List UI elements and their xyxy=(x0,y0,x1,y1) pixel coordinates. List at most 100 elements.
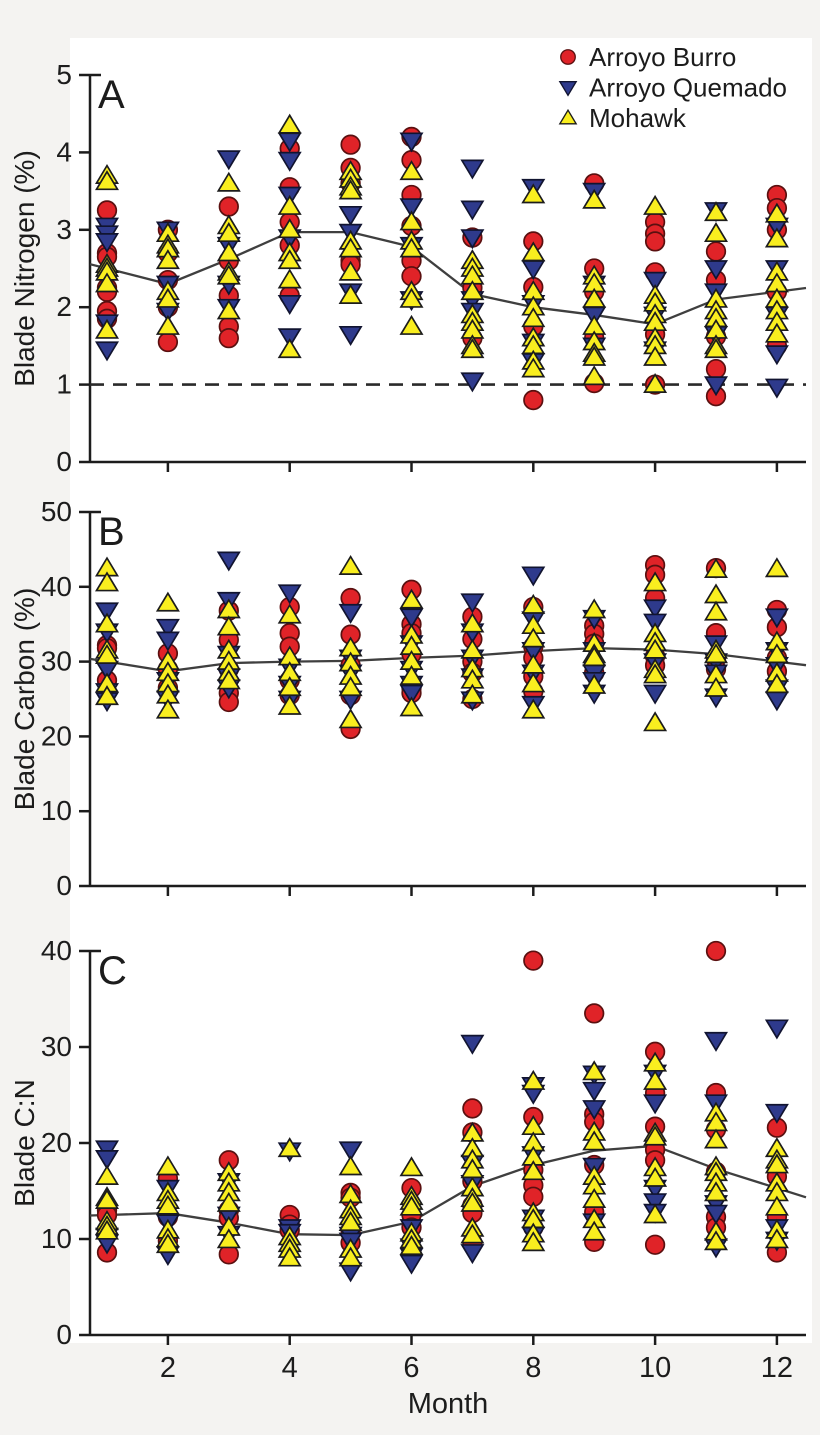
panel-a: 0 1 2 3 4 5 Blade Nitrogen (%) A xyxy=(9,59,807,477)
data-point xyxy=(643,684,668,705)
data-point xyxy=(764,1019,789,1040)
data-point xyxy=(644,231,666,252)
data-point xyxy=(764,322,789,343)
data-point xyxy=(703,1031,729,1052)
data-point xyxy=(155,249,180,270)
y-tick-label: 0 xyxy=(56,1319,72,1350)
data-point xyxy=(644,1234,666,1255)
y-axis-title: Blade Nitrogen (%) xyxy=(9,150,40,387)
data-point xyxy=(277,194,302,215)
data-point xyxy=(399,237,424,258)
data-point xyxy=(705,940,727,962)
data-point xyxy=(94,318,120,339)
data-point xyxy=(399,1254,424,1275)
data-point xyxy=(703,676,729,697)
legend-label: Mohawk xyxy=(589,103,687,133)
data-point xyxy=(399,1195,424,1216)
data-point xyxy=(523,389,544,411)
x-tick-label: 10 xyxy=(639,1352,671,1384)
data-point xyxy=(584,1003,605,1024)
data-point xyxy=(521,566,546,587)
data-point xyxy=(582,598,607,619)
data-point xyxy=(399,664,424,685)
data-point xyxy=(582,1060,607,1081)
data-point xyxy=(216,551,241,572)
data-point xyxy=(338,205,363,226)
data-point xyxy=(521,357,546,378)
data-point xyxy=(277,249,302,270)
data-point xyxy=(703,643,729,664)
data-point xyxy=(338,603,363,624)
data-point xyxy=(643,571,668,592)
data-point xyxy=(460,280,485,301)
data-point xyxy=(155,1194,180,1215)
data-point xyxy=(155,314,180,335)
data-point xyxy=(582,188,607,209)
data-point xyxy=(155,1155,180,1176)
panel-letter: B xyxy=(98,510,125,554)
data-point xyxy=(643,1069,668,1090)
data-point xyxy=(277,268,302,289)
data-point xyxy=(94,170,120,191)
data-point xyxy=(764,378,789,399)
y-tick-label: 1 xyxy=(56,369,72,400)
data-point xyxy=(94,1188,120,1209)
data-point xyxy=(460,1244,485,1265)
data-point xyxy=(94,612,120,633)
data-point xyxy=(460,372,485,393)
data-point xyxy=(399,132,424,153)
data-point xyxy=(277,294,302,315)
data-point xyxy=(703,1204,729,1225)
data-point xyxy=(338,237,363,258)
data-point xyxy=(399,287,424,308)
data-point xyxy=(460,159,485,180)
y-tick-label: 5 xyxy=(56,59,72,90)
data-point xyxy=(643,372,668,393)
data-point xyxy=(94,643,120,664)
data-point xyxy=(764,608,789,629)
data-point xyxy=(703,260,729,281)
data-point xyxy=(643,663,668,684)
data-point xyxy=(643,599,668,620)
data-point xyxy=(523,950,544,971)
data-point xyxy=(460,1223,485,1244)
data-point xyxy=(460,200,485,221)
data-point xyxy=(521,1069,546,1090)
panel-c: 0 10 20 30 40 Blade C:N C xyxy=(9,935,807,1350)
data-point xyxy=(216,299,241,320)
data-point xyxy=(703,1230,729,1251)
data-point xyxy=(460,683,485,704)
data-point xyxy=(705,358,727,380)
data-point xyxy=(216,150,241,171)
data-point xyxy=(764,1103,789,1124)
data-point xyxy=(155,1233,180,1254)
series-mohawk xyxy=(94,554,789,732)
data-point xyxy=(155,618,180,639)
data-point xyxy=(399,588,424,609)
y-tick-label: 0 xyxy=(56,446,72,477)
panel-letter: A xyxy=(98,73,125,117)
legend-marker-circle xyxy=(560,49,576,65)
data-point xyxy=(155,631,180,652)
y-tick-label: 20 xyxy=(41,720,72,751)
data-point xyxy=(462,1098,483,1119)
x-axis-labels: 2 4 6 8 10 12 Month xyxy=(160,1352,793,1420)
data-point xyxy=(338,260,363,281)
data-point xyxy=(277,603,302,624)
data-point xyxy=(338,708,363,729)
data-point xyxy=(582,1100,607,1121)
data-point xyxy=(764,227,789,248)
data-point xyxy=(338,676,363,697)
data-point xyxy=(96,200,118,221)
data-point xyxy=(277,338,302,359)
data-point xyxy=(218,328,239,349)
data-point xyxy=(338,1211,363,1232)
series-mohawk xyxy=(94,1051,789,1267)
data-point xyxy=(703,338,729,359)
data-point xyxy=(460,1034,485,1055)
data-point xyxy=(643,1094,668,1115)
y-tick-label: 10 xyxy=(41,1223,72,1254)
data-point xyxy=(155,287,180,308)
data-point xyxy=(216,171,241,192)
data-point xyxy=(399,314,424,335)
